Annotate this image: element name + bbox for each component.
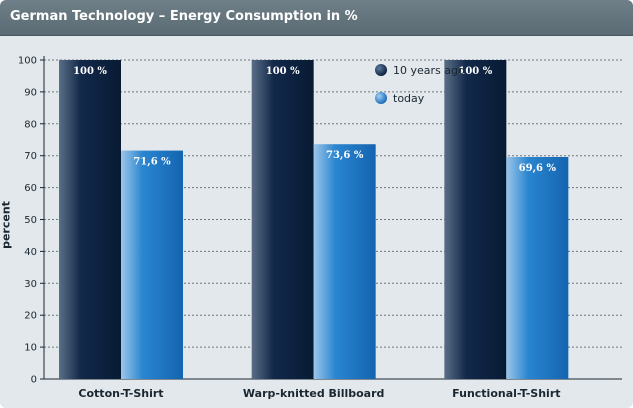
legend-label: 10 years ago bbox=[393, 64, 465, 77]
bar-value-label: 100 % bbox=[458, 66, 492, 77]
x-category-label: Cotton-T-Shirt bbox=[78, 387, 163, 400]
bar-ten-years-ago bbox=[59, 60, 121, 379]
legend-marker-icon bbox=[375, 64, 387, 76]
y-tick-label: 40 bbox=[24, 247, 37, 258]
legend-label: today bbox=[393, 92, 425, 105]
y-tick-label: 20 bbox=[24, 311, 37, 322]
x-category-label: Warp-knitted Billboard bbox=[243, 387, 384, 400]
x-category-label: Functional-T-Shirt bbox=[452, 387, 560, 400]
y-tick-label: 60 bbox=[24, 183, 37, 194]
y-tick-label: 50 bbox=[24, 215, 37, 226]
y-tick-label: 90 bbox=[24, 87, 37, 98]
bar-today bbox=[506, 156, 569, 379]
bar-ten-years-ago bbox=[251, 60, 314, 379]
bar-ten-years-ago bbox=[444, 60, 507, 379]
y-tick-label: 70 bbox=[24, 151, 37, 162]
bar-value-label: 73,6 % bbox=[326, 150, 364, 161]
bar-today bbox=[313, 144, 376, 379]
y-tick-label: 10 bbox=[24, 343, 37, 354]
bar-value-label: 69,6 % bbox=[519, 163, 557, 174]
title-bar: German Technology – Energy Consumption i… bbox=[0, 0, 633, 36]
y-tick-label: 30 bbox=[24, 279, 37, 290]
bar-value-label: 100 % bbox=[73, 66, 107, 77]
chart-title: German Technology – Energy Consumption i… bbox=[10, 9, 358, 24]
y-tick-label: 100 bbox=[18, 56, 37, 67]
bar-value-label: 71,6 % bbox=[133, 157, 171, 168]
y-tick-label: 0 bbox=[31, 375, 37, 386]
bar-value-label: 100 % bbox=[266, 66, 300, 77]
bar-today bbox=[121, 150, 183, 379]
y-tick-label: 80 bbox=[24, 119, 37, 130]
legend-marker-icon bbox=[375, 92, 387, 104]
